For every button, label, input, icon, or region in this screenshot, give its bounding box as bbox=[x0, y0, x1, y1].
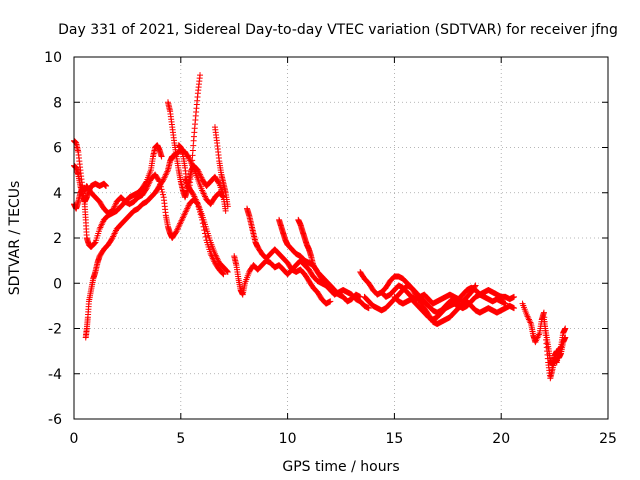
data-point bbox=[160, 191, 166, 198]
data-point bbox=[562, 334, 569, 341]
x-tick-label: 0 bbox=[70, 431, 79, 447]
series-track-h bbox=[182, 176, 231, 275]
x-tick-label: 25 bbox=[599, 431, 617, 447]
data-point bbox=[189, 190, 196, 197]
series-track-l bbox=[295, 216, 364, 305]
series-track-k bbox=[276, 216, 338, 294]
data-point bbox=[197, 72, 204, 79]
data-point bbox=[158, 186, 165, 193]
chart-title: Day 331 of 2021, Sidereal Day-to-day VTE… bbox=[58, 22, 618, 38]
y-tick-label: 2 bbox=[53, 231, 62, 247]
series-track-a bbox=[71, 137, 165, 251]
data-point bbox=[220, 271, 227, 278]
y-tick-label: -6 bbox=[48, 412, 62, 428]
data-point bbox=[562, 325, 569, 332]
data-point bbox=[155, 177, 162, 184]
data-point bbox=[172, 229, 179, 236]
data-point bbox=[224, 268, 231, 275]
data-point bbox=[202, 233, 209, 240]
data-point bbox=[159, 188, 166, 195]
x-axis-label: GPS time / hours bbox=[282, 459, 399, 475]
data-point bbox=[103, 182, 110, 189]
data-point bbox=[157, 181, 164, 188]
x-tick-label: 5 bbox=[176, 431, 185, 447]
data-point bbox=[156, 178, 163, 185]
data-point bbox=[219, 270, 226, 277]
series-track-p bbox=[391, 287, 518, 323]
data-point bbox=[502, 300, 509, 307]
axis-ticks: 0 5 10 15 20 25 -6 -4 -2 0 2 4 6 8 10 bbox=[44, 50, 617, 447]
data-point bbox=[158, 153, 165, 160]
y-tick-label: -4 bbox=[48, 367, 62, 383]
y-tick-label: 4 bbox=[53, 186, 62, 202]
data-point bbox=[224, 203, 231, 210]
series-track-r bbox=[540, 316, 569, 368]
y-tick-label: 6 bbox=[53, 141, 62, 157]
data-points bbox=[71, 72, 569, 382]
gridlines bbox=[74, 57, 608, 419]
series-track-f bbox=[175, 72, 204, 192]
data-point bbox=[511, 305, 518, 312]
data-point bbox=[511, 293, 518, 300]
x-tick-label: 15 bbox=[385, 431, 403, 447]
series-track-j bbox=[244, 205, 334, 307]
data-point bbox=[327, 298, 334, 305]
data-point bbox=[142, 186, 149, 193]
series-track-c bbox=[82, 146, 229, 341]
plot-frame bbox=[73, 56, 609, 420]
y-tick-label: 0 bbox=[53, 276, 62, 292]
x-tick-label: 20 bbox=[492, 431, 510, 447]
data-point bbox=[157, 183, 164, 190]
data-point bbox=[222, 207, 229, 214]
data-point bbox=[224, 268, 231, 275]
y-tick-label: 10 bbox=[44, 50, 62, 66]
y-tick-label: -2 bbox=[48, 322, 62, 338]
y-tick-label: 8 bbox=[53, 95, 62, 111]
y-axis-label: SDTVAR / TECUs bbox=[7, 181, 23, 296]
x-tick-label: 10 bbox=[279, 431, 297, 447]
series-track-d bbox=[71, 171, 227, 278]
data-point bbox=[185, 154, 192, 161]
data-point bbox=[365, 305, 372, 312]
data-point bbox=[91, 240, 98, 247]
series-track-g bbox=[211, 124, 231, 210]
series-track-o bbox=[378, 282, 509, 307]
data-point bbox=[108, 236, 115, 243]
